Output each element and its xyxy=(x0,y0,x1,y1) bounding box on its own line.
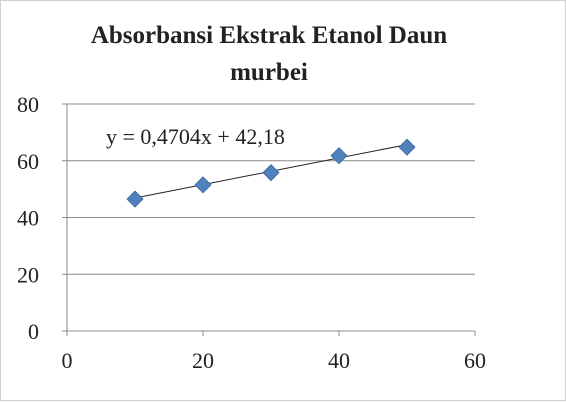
y-tick-label: 60 xyxy=(17,149,39,174)
x-tick-label: 40 xyxy=(328,348,350,373)
data-point-marker xyxy=(126,190,144,208)
data-point-marker xyxy=(262,164,280,182)
axes xyxy=(62,103,476,336)
data-point-marker xyxy=(398,138,416,156)
chart-title-line-1: Absorbansi Ekstrak Etanol Daun xyxy=(91,22,447,49)
data-point-marker xyxy=(194,176,212,194)
y-tick-label: 40 xyxy=(17,206,39,231)
tick-labels: 0 20 40 60 80 0 20 40 60 xyxy=(17,92,486,373)
chart-title-line-2: murbei xyxy=(230,59,308,86)
trendline-equation: y = 0,4704x + 42,18 xyxy=(106,124,285,149)
x-tick-label: 20 xyxy=(192,348,214,373)
gridlines xyxy=(67,103,475,275)
data-points xyxy=(126,138,416,208)
data-point-marker xyxy=(330,147,348,165)
y-tick-label: 80 xyxy=(17,92,39,117)
x-tick-label: 60 xyxy=(464,348,486,373)
y-tick-label: 20 xyxy=(17,262,39,287)
y-tick-label: 0 xyxy=(28,319,39,344)
x-tick-label: 0 xyxy=(62,348,73,373)
